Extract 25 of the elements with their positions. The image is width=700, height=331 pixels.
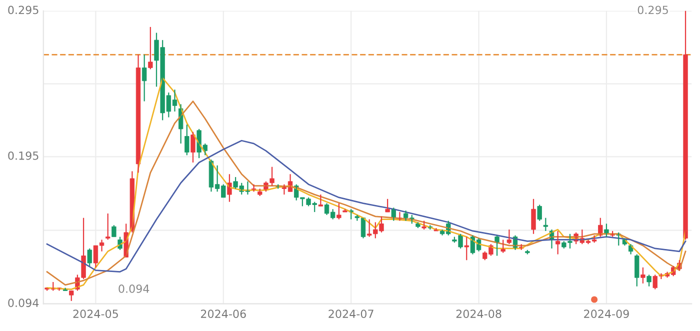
x-tick-label: 2024-05 bbox=[73, 310, 118, 318]
candlestick bbox=[506, 228, 512, 245]
candlestick bbox=[646, 274, 652, 287]
candlestick bbox=[555, 230, 560, 255]
candlestick bbox=[525, 249, 530, 255]
annotation: 0.295 bbox=[638, 6, 668, 14]
y-tick-label: 0.295 bbox=[8, 6, 38, 14]
candlestick bbox=[69, 290, 74, 302]
candlestick bbox=[543, 217, 548, 232]
candlestick bbox=[342, 208, 348, 213]
candlestick bbox=[318, 194, 324, 207]
y-tick-label: 0.195 bbox=[8, 151, 38, 160]
candlestick bbox=[258, 188, 262, 197]
x-tick-label: 2024-09 bbox=[584, 310, 629, 318]
x-tick-label: 2024-06 bbox=[200, 310, 246, 318]
candlestick bbox=[336, 202, 342, 220]
candlestick bbox=[640, 266, 646, 284]
candlestick bbox=[148, 26, 153, 70]
annotation: 0.094 bbox=[118, 284, 150, 293]
candlestick bbox=[106, 212, 110, 240]
x-tick-label: 2024-07 bbox=[328, 310, 374, 318]
y-tick-label: 0.094 bbox=[8, 298, 39, 308]
x-tick-label: 2024-08 bbox=[456, 310, 502, 318]
candlestick bbox=[385, 198, 390, 213]
candlestick bbox=[464, 236, 469, 261]
